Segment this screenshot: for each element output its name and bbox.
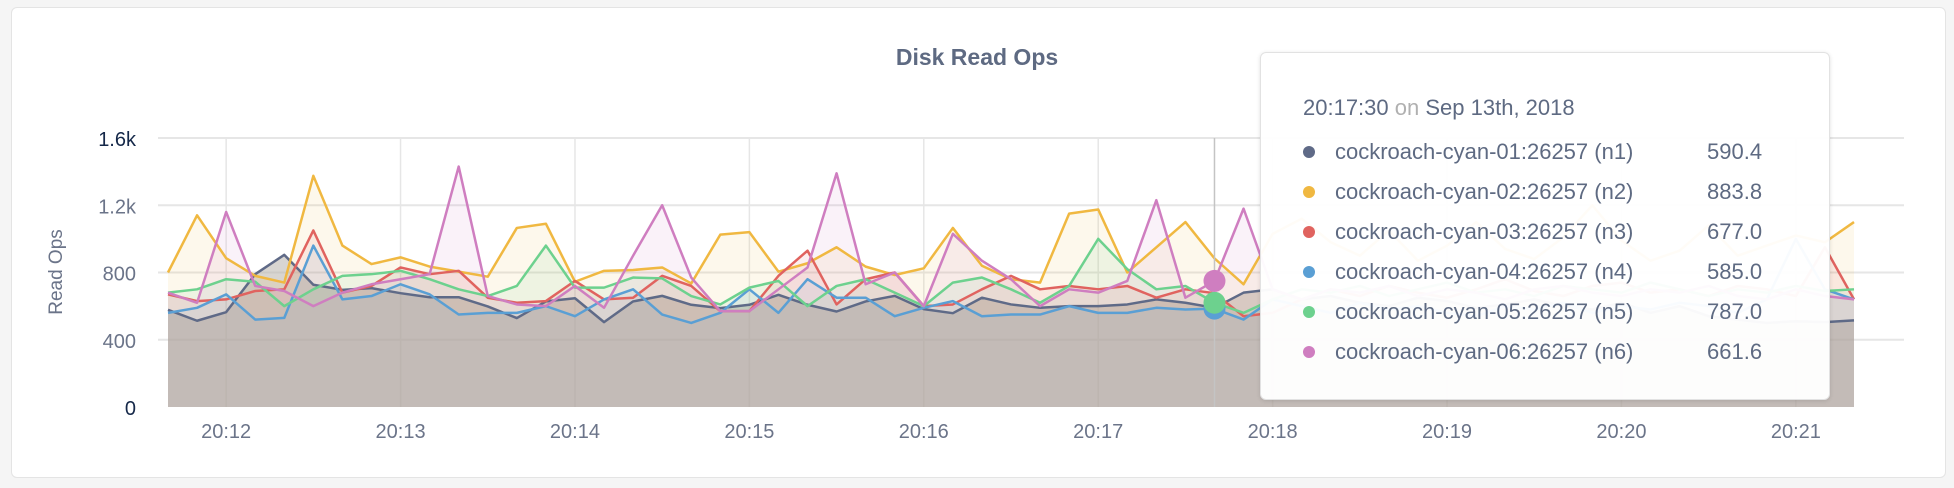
tooltip-series-name: cockroach-cyan-06:26257 (n6) — [1335, 339, 1634, 364]
y-tick-label: 0 — [125, 398, 136, 420]
tooltip-series-name: cockroach-cyan-02:26257 (n2) — [1335, 179, 1634, 204]
x-tick-label: 20:20 — [1596, 421, 1646, 443]
tooltip-series-value: 585.0 — [1707, 259, 1763, 284]
tooltip-row: cockroach-cyan-06:26257 (n6) 661.6 — [1303, 339, 1762, 365]
series-color-dot-icon — [1303, 266, 1315, 278]
series-color-dot-icon — [1303, 146, 1315, 158]
tooltip-series-value: 787.0 — [1707, 299, 1763, 324]
tooltip-series-name: cockroach-cyan-03:26257 (n3) — [1335, 219, 1634, 244]
chart-title: Disk Read Ops — [895, 44, 1059, 70]
series-color-dot-icon — [1303, 306, 1315, 318]
series-color-dot-icon — [1303, 186, 1315, 198]
x-tick-label: 20:17 — [1073, 421, 1123, 443]
x-tick-label: 20:14 — [550, 421, 600, 443]
hover-point-n5 — [1203, 291, 1226, 314]
tooltip-series-value: 590.4 — [1707, 139, 1763, 164]
x-tick-label: 20:21 — [1771, 421, 1821, 443]
y-tick-label: 1.2k — [98, 196, 137, 218]
tooltip-time: 20:17:30 — [1303, 95, 1389, 120]
tooltip-series-value: 883.8 — [1707, 179, 1763, 204]
hover-tooltip: 20:17:30 on Sep 13th, 2018 cockroach-cya… — [1260, 52, 1830, 400]
x-tick-label: 20:12 — [201, 421, 251, 443]
tooltip-series-name: cockroach-cyan-01:26257 (n1) — [1335, 139, 1634, 164]
hover-point-n6 — [1203, 269, 1226, 292]
tooltip-series-value: 661.6 — [1707, 339, 1763, 364]
tooltip-row: cockroach-cyan-05:26257 (n5) 787.0 — [1303, 299, 1762, 325]
series-color-dot-icon — [1303, 346, 1315, 358]
tooltip-row: cockroach-cyan-01:26257 (n1) 590.4 — [1303, 139, 1762, 165]
tooltip-row: cockroach-cyan-04:26257 (n4) 585.0 — [1303, 259, 1762, 285]
x-tick-label: 20:18 — [1248, 421, 1298, 443]
tooltip-row: cockroach-cyan-02:26257 (n2) 883.8 — [1303, 179, 1762, 205]
tooltip-on: on — [1394, 95, 1420, 120]
y-axis-label: Read Ops — [46, 229, 67, 315]
series-color-dot-icon — [1303, 226, 1315, 238]
tooltip-series-name: cockroach-cyan-04:26257 (n4) — [1335, 259, 1634, 284]
y-tick-label: 1.6k — [98, 129, 137, 151]
tooltip-date: Sep 13th, 2018 — [1425, 95, 1575, 120]
tooltip-series-name: cockroach-cyan-05:26257 (n5) — [1335, 299, 1634, 324]
y-tick-label: 800 — [103, 264, 136, 286]
tooltip-row: cockroach-cyan-03:26257 (n3) 677.0 — [1303, 219, 1762, 245]
tooltip-timestamp: 20:17:30 on Sep 13th, 2018 — [1303, 95, 1575, 121]
y-tick-label: 400 — [103, 331, 136, 353]
x-tick-label: 20:13 — [376, 421, 426, 443]
x-tick-label: 20:19 — [1422, 421, 1472, 443]
x-tick-label: 20:16 — [899, 421, 949, 443]
tooltip-series-value: 677.0 — [1707, 219, 1763, 244]
x-tick-label: 20:15 — [724, 421, 774, 443]
